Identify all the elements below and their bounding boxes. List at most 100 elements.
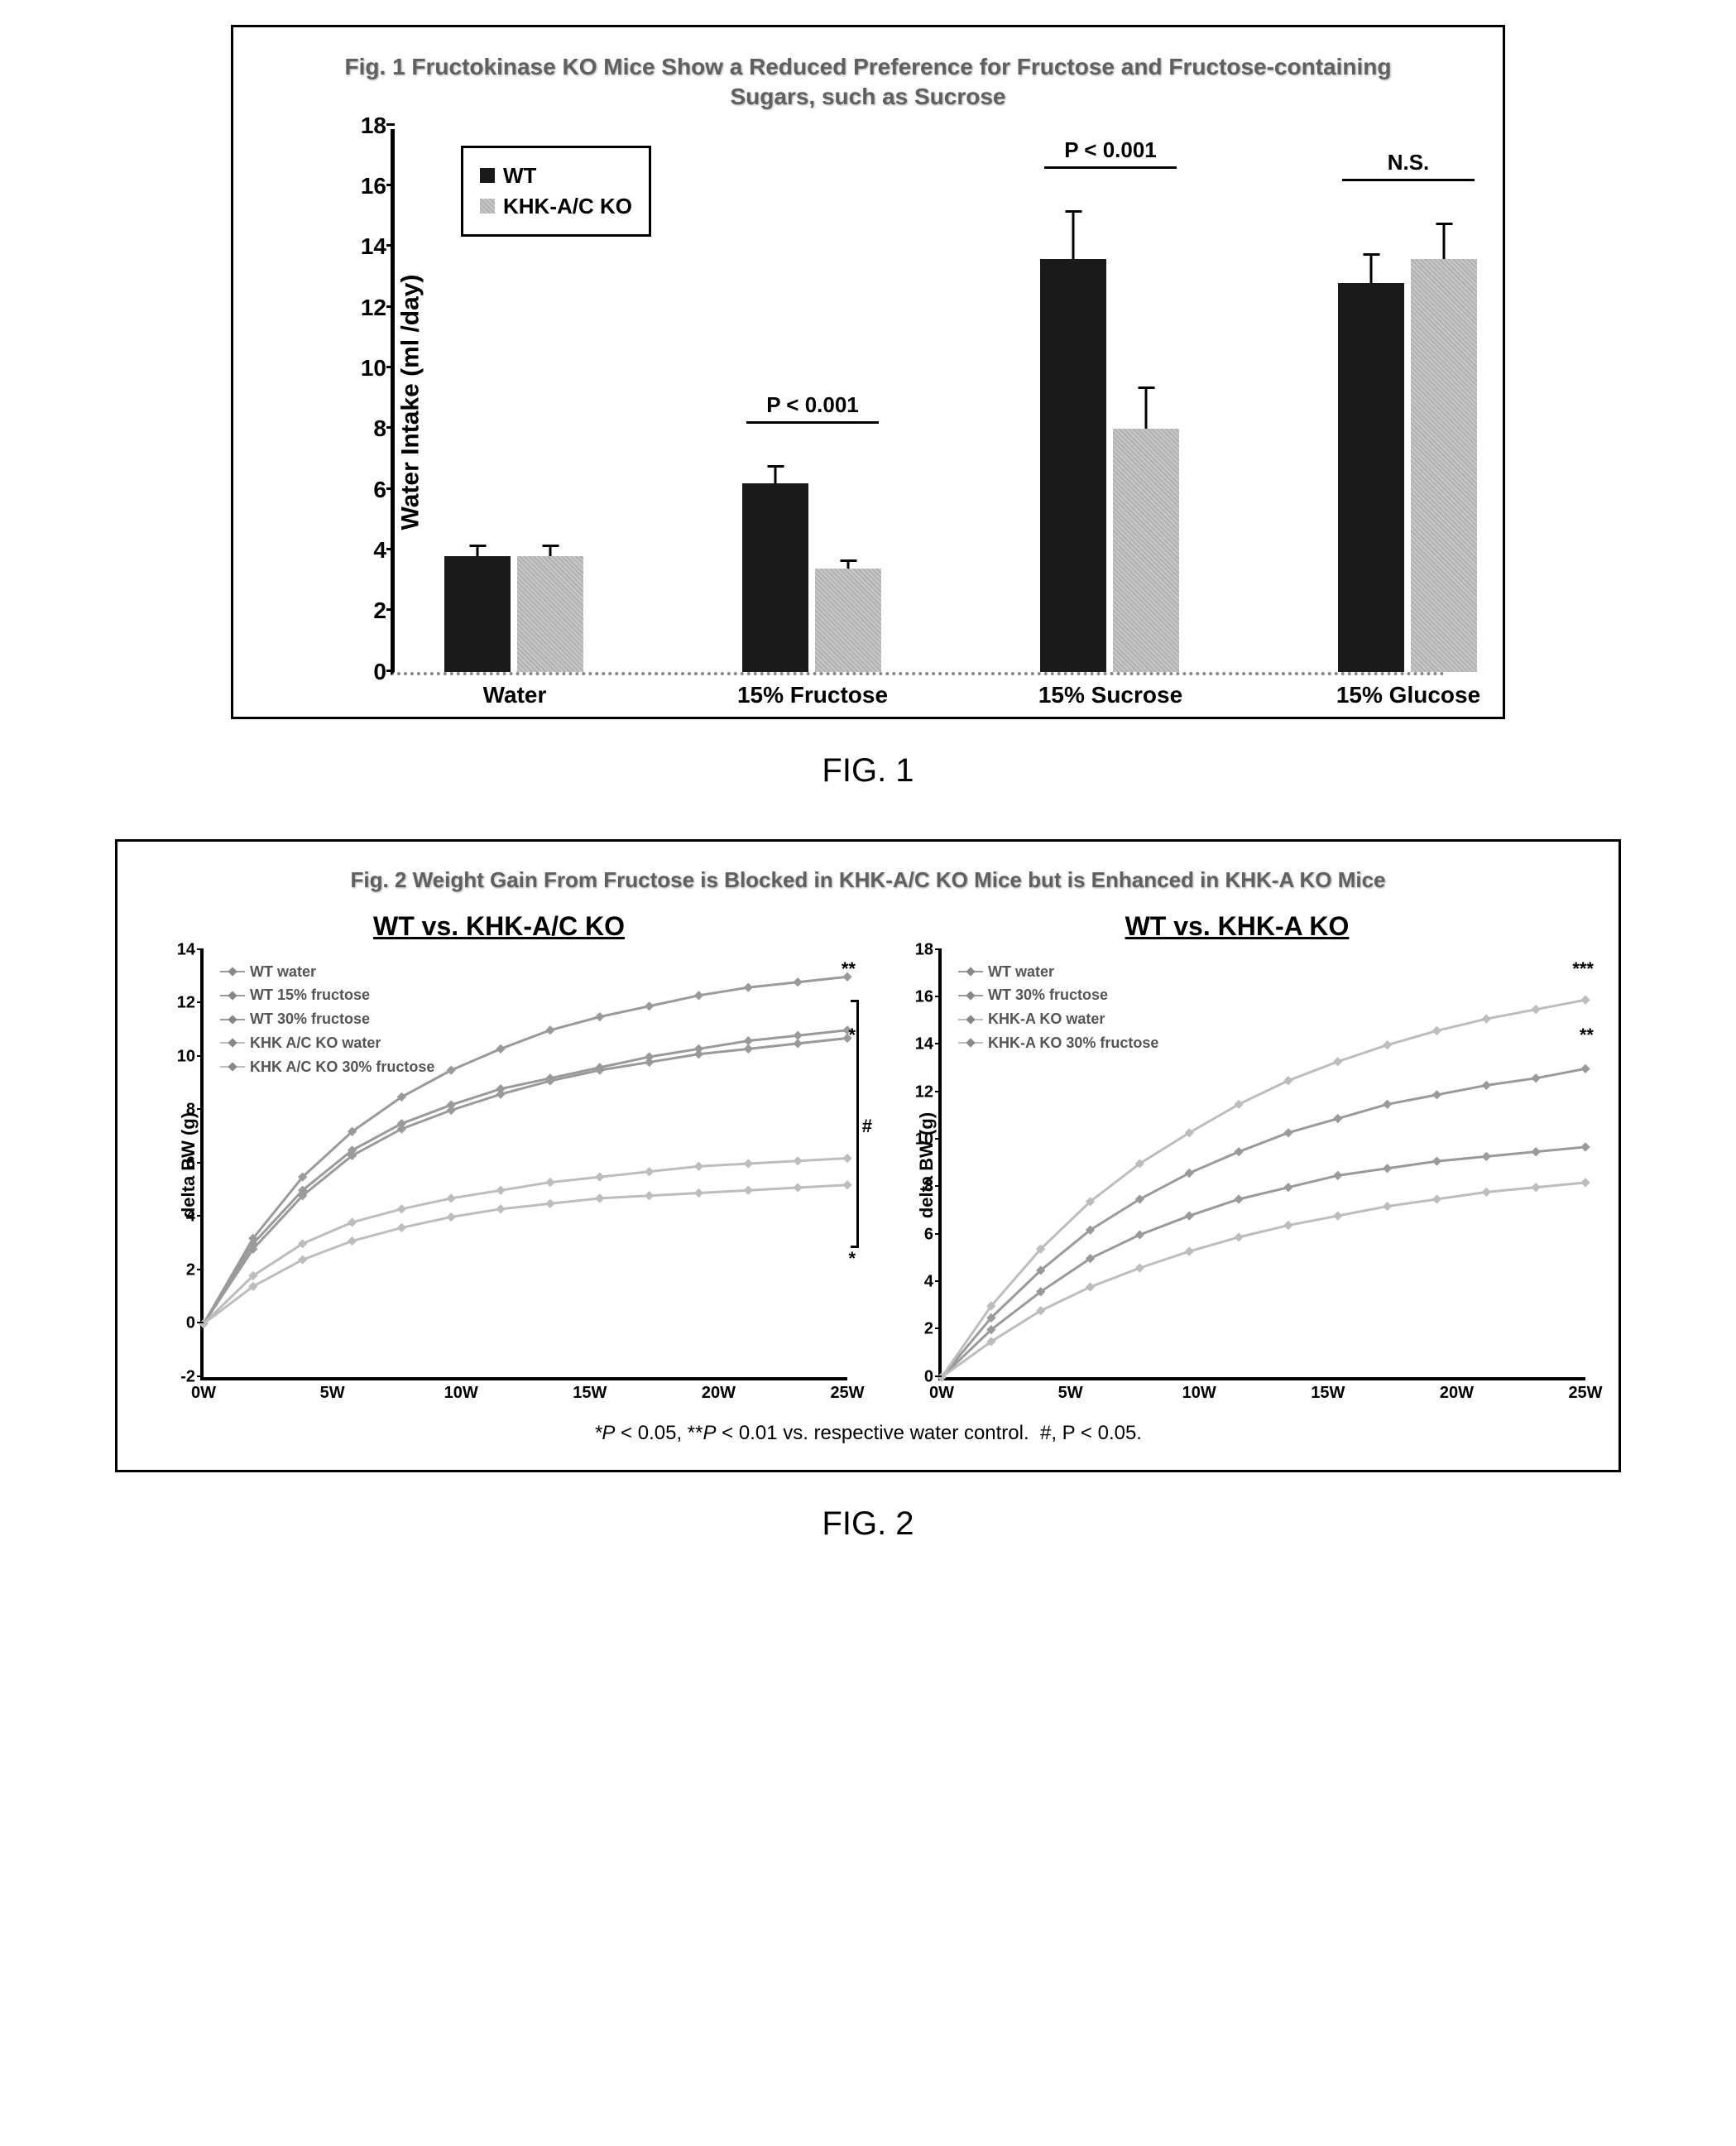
series-marker: [694, 1161, 703, 1170]
legend-row: KHK-A KO water: [958, 1007, 1158, 1031]
ytick-mark: [935, 1327, 942, 1329]
series-marker: [1086, 1282, 1095, 1291]
ytick: 18: [900, 940, 933, 959]
error-bar: [477, 545, 479, 557]
series-marker: [447, 1065, 456, 1074]
ytick: 18: [345, 113, 386, 139]
ytick: 6: [900, 1225, 933, 1244]
ytick-mark: [386, 548, 395, 550]
series-marker: [1283, 1220, 1292, 1229]
ytick-mark: [935, 948, 942, 950]
bar-group: [444, 556, 583, 671]
series-marker: [1185, 1246, 1194, 1255]
stat-annotation: P < 0.001: [1044, 137, 1177, 169]
ytick-mark: [197, 1215, 204, 1217]
ytick-mark: [935, 1233, 942, 1235]
series-marker: [793, 1039, 802, 1048]
series-marker: [1283, 1128, 1292, 1137]
right-panel-title: WT vs. KHK-A KO: [880, 911, 1594, 942]
series-marker: [1234, 1194, 1243, 1203]
series-marker: [744, 982, 753, 991]
bar-ko: [1411, 259, 1477, 672]
series-marker: [348, 1236, 357, 1245]
ytick: 8: [345, 415, 386, 442]
figure-1-caption: FIG. 1: [25, 752, 1711, 790]
series-line: [204, 1184, 847, 1323]
ytick-mark: [386, 244, 395, 247]
series-marker: [1482, 1187, 1491, 1196]
ytick: 10: [900, 1130, 933, 1149]
series-marker: [1531, 1147, 1540, 1156]
legend-wt-label: WT: [503, 163, 536, 189]
bar-wt: [444, 556, 511, 671]
series-marker: [1383, 1164, 1392, 1173]
ytick: 14: [900, 1035, 933, 1054]
ytick-mark: [197, 1162, 204, 1164]
sig-mark: **: [1580, 1025, 1594, 1046]
series-marker: [298, 1255, 307, 1264]
series-marker: [1482, 1151, 1491, 1160]
legend-row: WT water: [220, 960, 434, 984]
xtick: 10W: [444, 1384, 478, 1403]
ytick-mark: [935, 1280, 942, 1282]
swatch-wt: [480, 168, 495, 183]
figure-2-footnote: *P < 0.05, **P < 0.01 vs. respective wat…: [142, 1422, 1594, 1445]
ytick: 16: [345, 173, 386, 199]
sig-mark: **: [842, 958, 856, 980]
xtick: 5W: [1058, 1384, 1083, 1403]
xtick: 25W: [830, 1384, 864, 1403]
ytick-mark: [197, 1375, 204, 1377]
series-marker: [545, 1177, 554, 1186]
series-marker: [545, 1025, 554, 1035]
series-marker: [793, 1030, 802, 1039]
legend-row: WT 30% fructose: [220, 1007, 434, 1031]
error-bar: [1370, 253, 1373, 284]
x-category-label: 15% Fructose: [737, 682, 888, 708]
ytick: 2: [162, 1260, 195, 1279]
figure-2-box: Fig. 2 Weight Gain From Fructose is Bloc…: [115, 839, 1621, 1472]
series-marker: [1185, 1168, 1194, 1177]
sig-mark: *: [848, 1248, 856, 1270]
legend-row: WT water: [958, 960, 1158, 984]
series-marker: [1135, 1230, 1144, 1239]
xtick: 25W: [1568, 1384, 1602, 1403]
series-marker: [694, 1049, 703, 1059]
figure-2-title: Fig. 2 Weight Gain From Fructose is Bloc…: [175, 867, 1561, 895]
ytick: 12: [345, 295, 386, 321]
error-bar: [847, 559, 850, 569]
series-marker: [447, 1212, 456, 1221]
series-marker: [645, 1167, 654, 1176]
xtick: 10W: [1182, 1384, 1216, 1403]
ytick-mark: [386, 426, 395, 429]
ytick: 10: [345, 355, 386, 382]
swatch-ko: [480, 199, 495, 214]
bar-plot-area: WT KHK-A/C KO 024681012141618Water15% Fr…: [391, 129, 1445, 675]
series-marker: [1432, 1025, 1441, 1035]
series-marker: [595, 1012, 604, 1021]
ytick-mark: [197, 1269, 204, 1270]
ytick: 6: [162, 1154, 195, 1173]
xtick: 20W: [702, 1384, 736, 1403]
sig-bracket-line: [851, 1000, 859, 1248]
legend-box: WT KHK-A/C KO: [461, 146, 651, 237]
series-marker: [1283, 1076, 1292, 1085]
series-marker: [1432, 1090, 1441, 1099]
series-marker: [1383, 1099, 1392, 1108]
ytick-mark: [197, 1108, 204, 1110]
series-marker: [595, 1172, 604, 1181]
sig-bracket: #: [862, 1116, 872, 1137]
xtick: 20W: [1440, 1384, 1474, 1403]
stat-annotation: N.S.: [1342, 150, 1475, 181]
legend-ko: KHK-A/C KO: [480, 194, 632, 219]
ytick: 12: [162, 994, 195, 1013]
series-marker: [1383, 1040, 1392, 1049]
xtick: 15W: [573, 1384, 607, 1403]
ytick: 6: [345, 477, 386, 503]
right-line-plot: WT waterWT 30% fructoseKHK-A KO waterKHK…: [938, 950, 1585, 1380]
ytick: 0: [345, 659, 386, 685]
x-category-label: 15% Sucrose: [1038, 682, 1182, 708]
ytick-mark: [386, 184, 395, 186]
figure-1-box: Fig. 1 Fructokinase KO Mice Show a Reduc…: [231, 25, 1505, 719]
x-category-label: Water: [483, 682, 547, 708]
ytick: 16: [900, 987, 933, 1006]
